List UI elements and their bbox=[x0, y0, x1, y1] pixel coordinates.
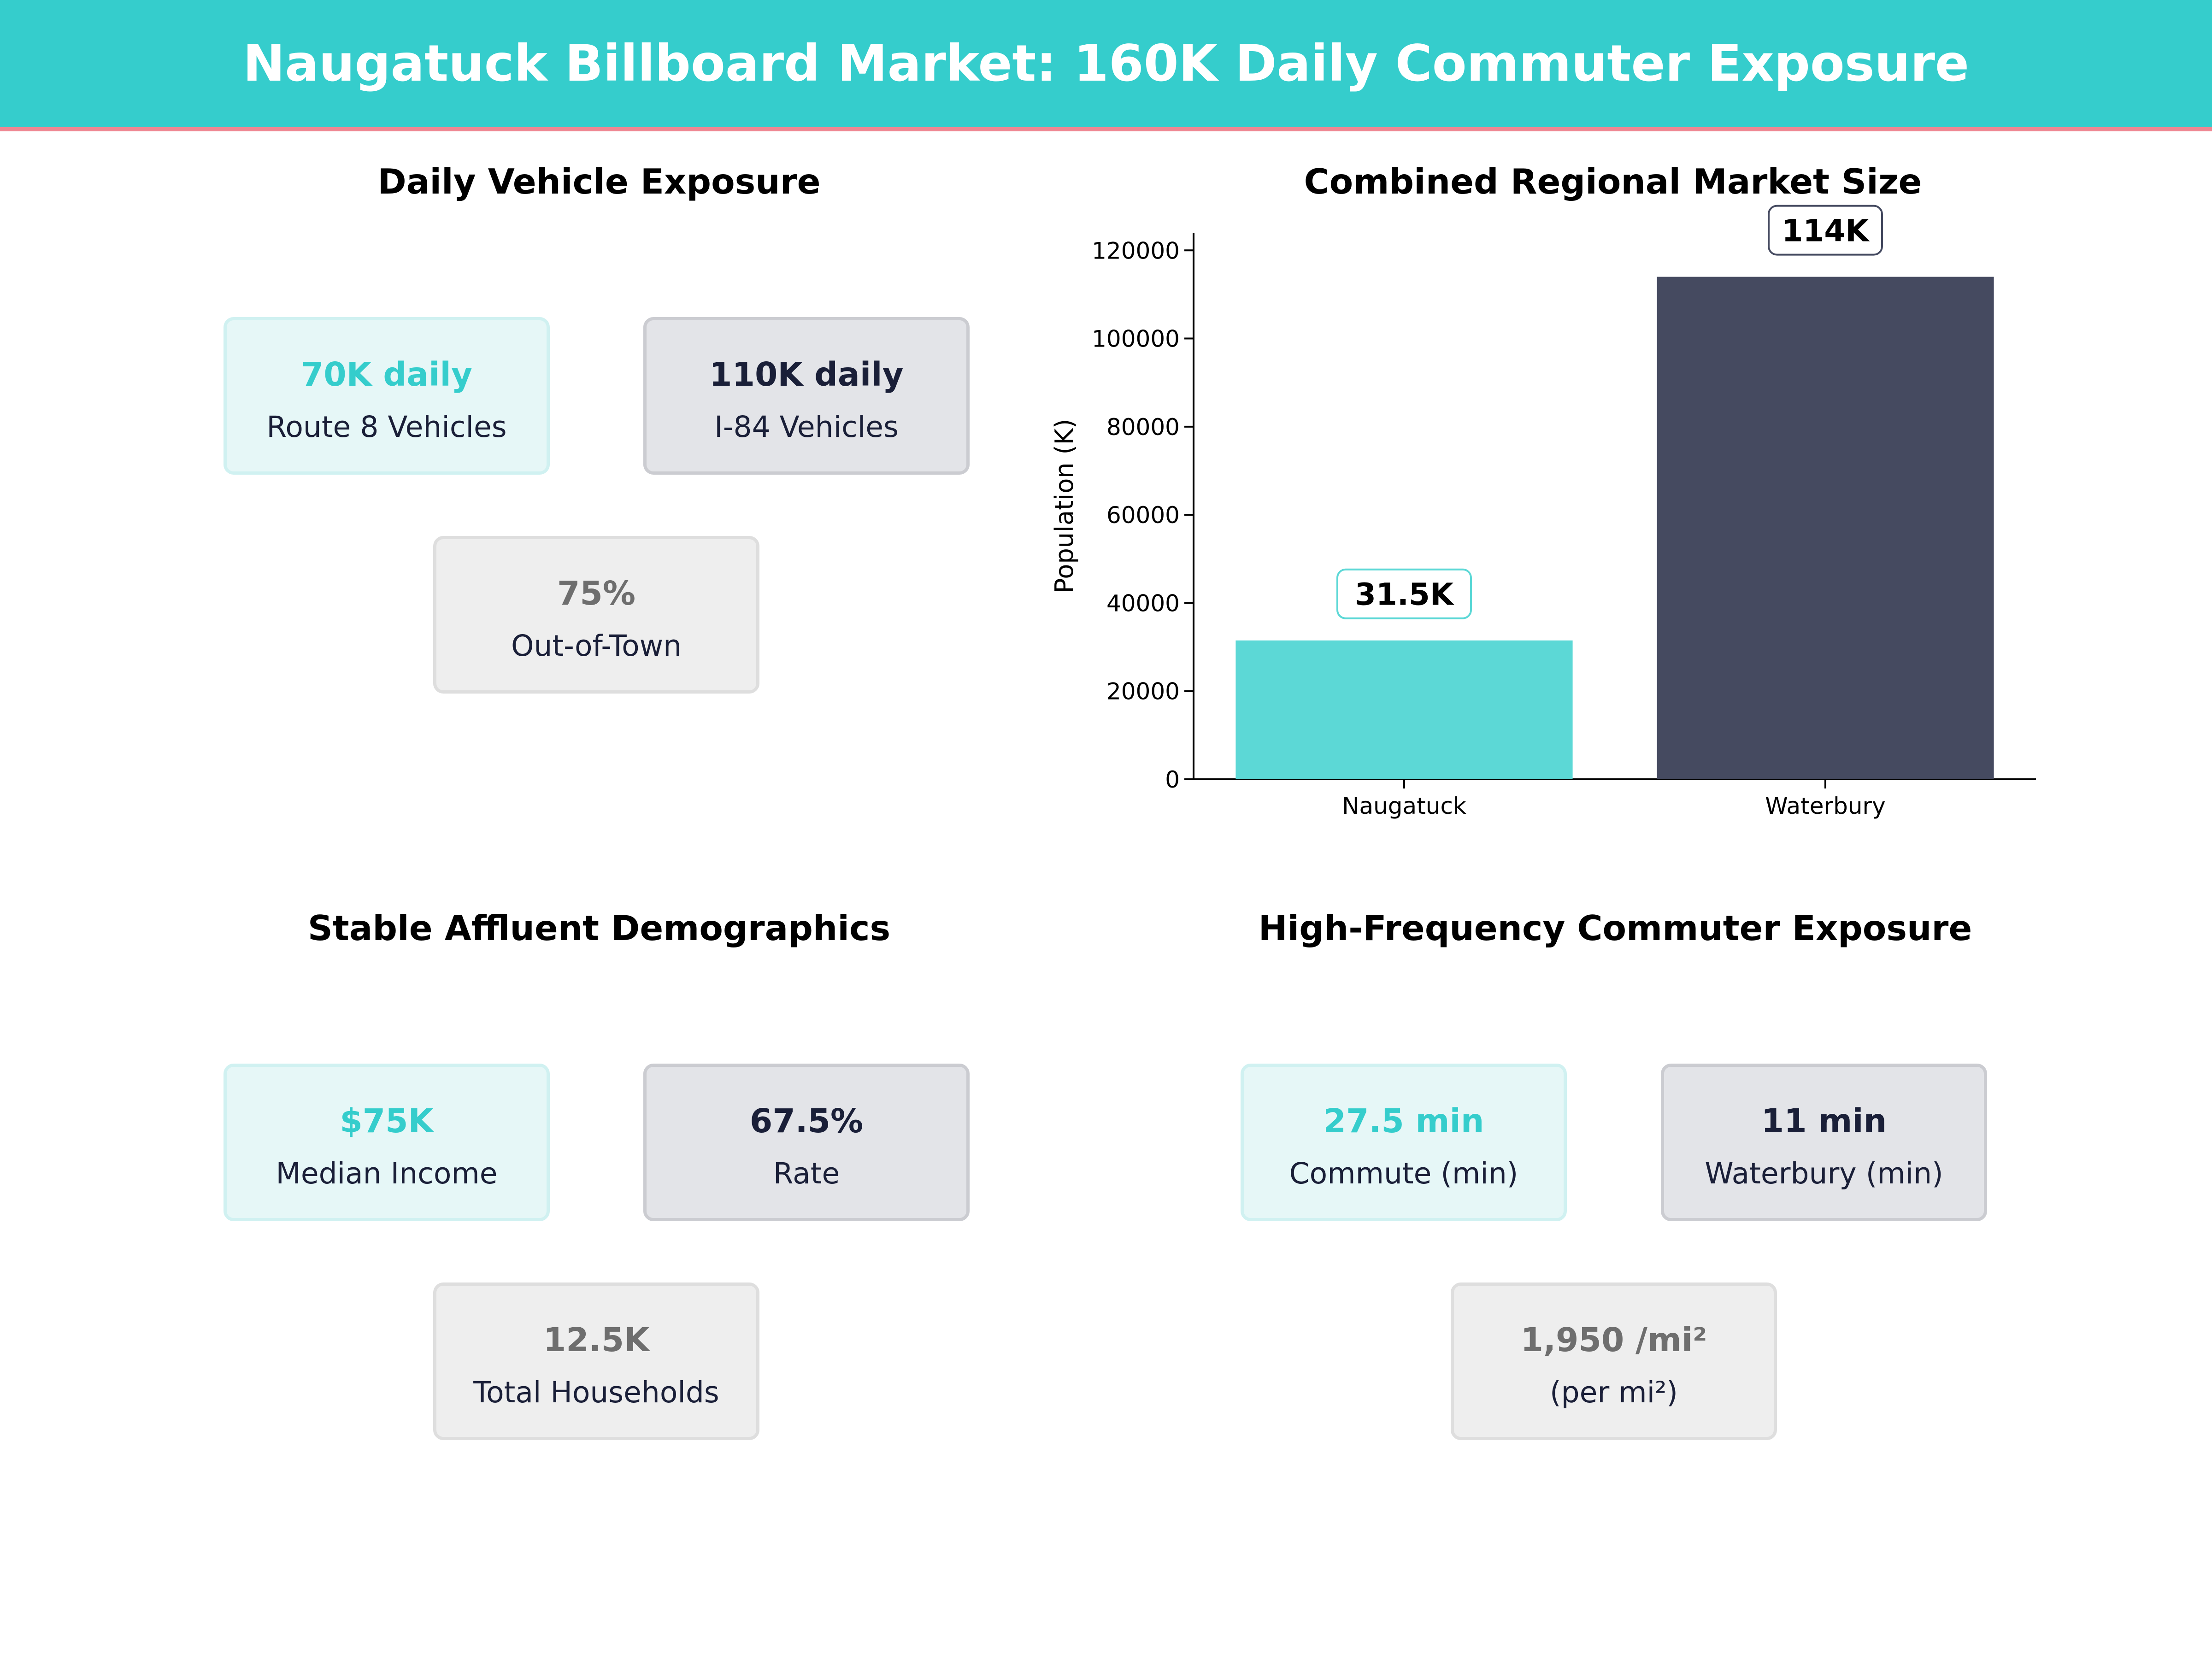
card-value: 11 min bbox=[1761, 1102, 1887, 1140]
x-tick-label: Waterbury bbox=[1765, 793, 1885, 819]
card-value: 27.5 min bbox=[1323, 1102, 1484, 1140]
data-label-box bbox=[1768, 205, 1883, 256]
card-value: 12.5K bbox=[543, 1321, 650, 1359]
y-tick-label: 0 bbox=[1165, 766, 1180, 793]
card-value: 1,950 /mi² bbox=[1520, 1321, 1707, 1359]
data-label: 114K bbox=[1782, 213, 1871, 249]
commute-time-card: 27.5 min Commute (min) bbox=[1241, 1064, 1567, 1221]
card-label: Waterbury (min) bbox=[1705, 1157, 1943, 1190]
demographics-panel-title: Stable Affluent Demographics bbox=[307, 908, 891, 948]
card-label: Route 8 Vehicles bbox=[266, 410, 507, 444]
route8-vehicles-card: 70K daily Route 8 Vehicles bbox=[224, 317, 550, 475]
card-label: I-84 Vehicles bbox=[714, 410, 899, 444]
card-label: (per mi²) bbox=[1550, 1376, 1678, 1409]
rate-card: 67.5% Rate bbox=[643, 1064, 970, 1221]
commuter-panel-title: High-Frequency Commuter Exposure bbox=[1258, 908, 1972, 948]
y-tick-label: 60000 bbox=[1106, 502, 1180, 529]
y-tick-label: 40000 bbox=[1106, 590, 1180, 617]
i84-vehicles-card: 110K daily I-84 Vehicles bbox=[643, 317, 970, 475]
market-panel-title: Combined Regional Market Size bbox=[1304, 161, 1922, 202]
card-label: Median Income bbox=[276, 1157, 498, 1190]
card-value: 75% bbox=[557, 574, 635, 612]
y-tick-label: 20000 bbox=[1106, 678, 1180, 705]
y-tick-label: 100000 bbox=[1092, 326, 1180, 353]
card-value: 110K daily bbox=[709, 355, 904, 394]
card-label: Total Households bbox=[473, 1376, 719, 1409]
data-label: 31.5K bbox=[1355, 577, 1455, 612]
card-label: Rate bbox=[773, 1157, 840, 1190]
card-value: 67.5% bbox=[749, 1102, 864, 1140]
card-value: 70K daily bbox=[300, 355, 473, 394]
out-of-town-card: 75% Out-of-Town bbox=[433, 536, 759, 694]
bar-waterbury bbox=[1657, 276, 1994, 779]
vehicle-panel-title: Daily Vehicle Exposure bbox=[377, 161, 821, 202]
y-axis-label: Population (K) bbox=[1050, 419, 1079, 593]
card-label: Out-of-Town bbox=[511, 629, 682, 663]
median-income-card: $75K Median Income bbox=[224, 1064, 550, 1221]
bar-naugatuck bbox=[1235, 640, 1573, 779]
population-density-card: 1,950 /mi² (per mi²) bbox=[1451, 1282, 1777, 1440]
x-tick-label: Naugatuck bbox=[1342, 793, 1466, 819]
total-households-card: 12.5K Total Households bbox=[433, 1282, 759, 1440]
waterbury-time-card: 11 min Waterbury (min) bbox=[1661, 1064, 1987, 1221]
header-accent-rule bbox=[0, 127, 2212, 131]
data-label-box bbox=[1336, 568, 1472, 619]
y-tick-label: 80000 bbox=[1106, 414, 1180, 441]
card-value: $75K bbox=[340, 1102, 434, 1140]
card-label: Commute (min) bbox=[1289, 1157, 1518, 1190]
header-band bbox=[0, 0, 2212, 127]
page-title: Naugatuck Billboard Market: 160K Daily C… bbox=[243, 34, 1969, 93]
y-tick-label: 120000 bbox=[1092, 237, 1180, 264]
